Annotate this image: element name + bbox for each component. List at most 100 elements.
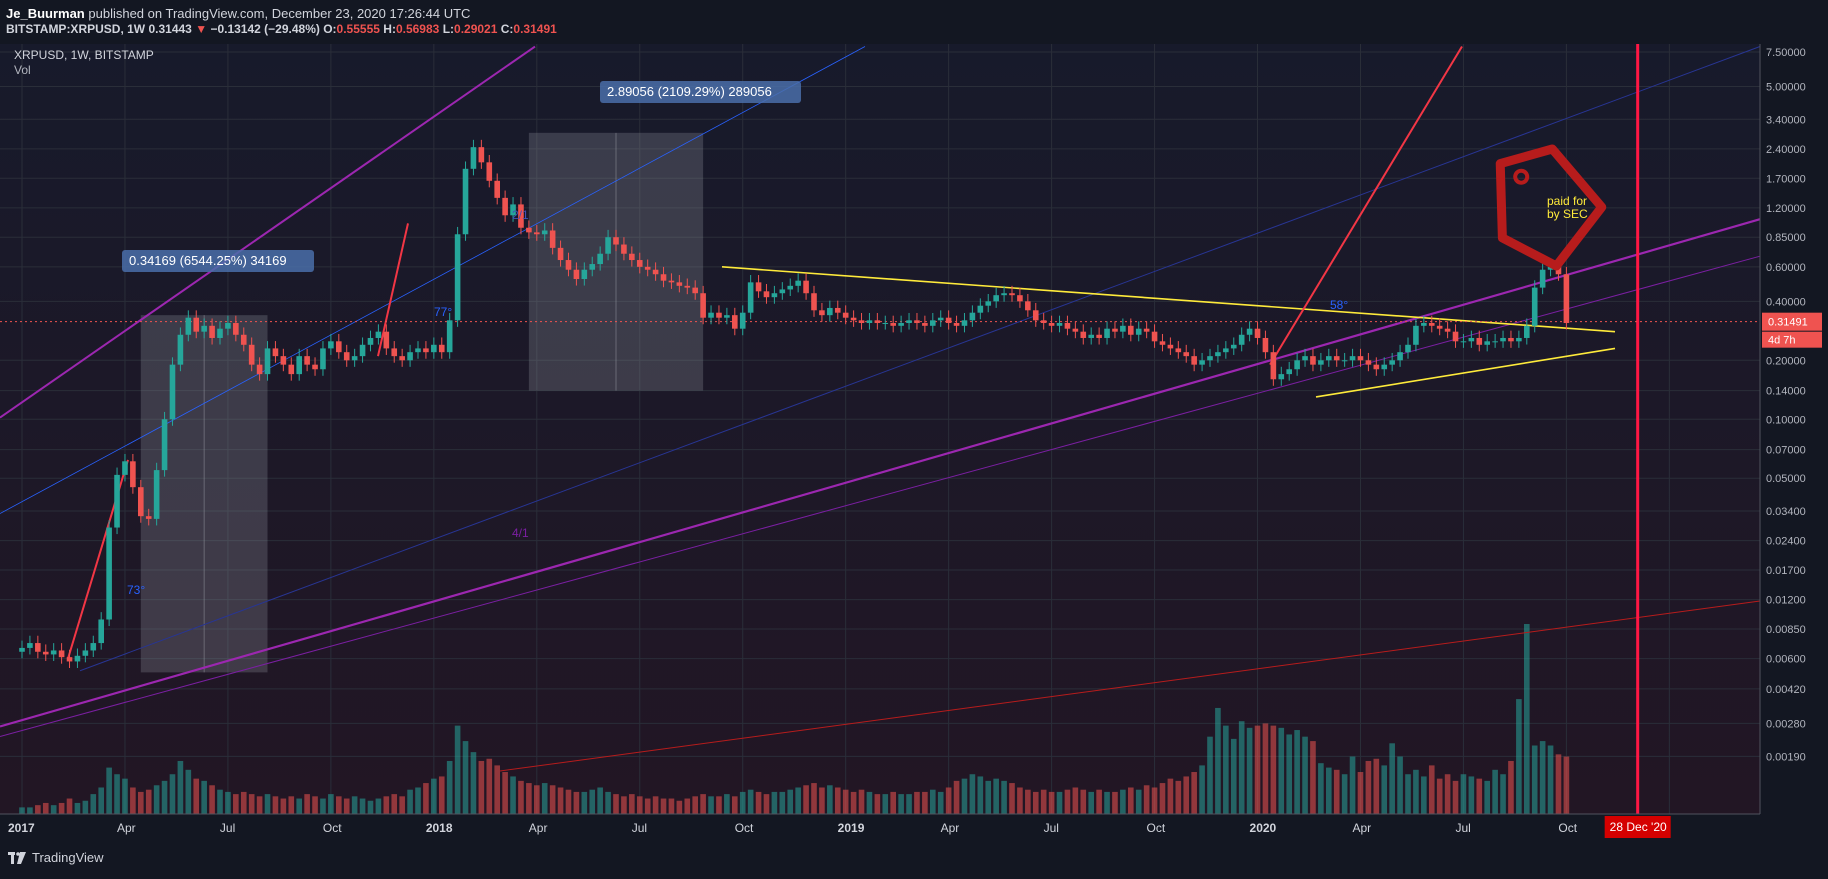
volume-bar bbox=[407, 789, 413, 814]
x-tick-label: Apr bbox=[1352, 821, 1371, 835]
volume-bar bbox=[526, 783, 532, 814]
volume-bar bbox=[1555, 754, 1562, 814]
candle-body bbox=[1215, 352, 1221, 357]
candle-body bbox=[652, 269, 659, 275]
candle-body bbox=[1048, 323, 1055, 326]
volume-bar bbox=[217, 789, 223, 814]
volume-bar bbox=[1452, 780, 1459, 814]
close-value: 0.31491 bbox=[513, 22, 557, 36]
candle-body bbox=[240, 334, 247, 345]
volume-bar bbox=[280, 798, 287, 814]
candle-body bbox=[1080, 331, 1087, 338]
volume-bar bbox=[1508, 760, 1514, 814]
candle-body bbox=[1516, 337, 1522, 342]
candle-body bbox=[1270, 352, 1277, 380]
candle-body bbox=[890, 323, 896, 326]
time-axis[interactable]: 2017 Apr Jul Oct 2018 Apr Jul Oct 2019 Apr Jul Oct 2… bbox=[0, 813, 1760, 838]
candle-body bbox=[1555, 266, 1562, 275]
candle-body bbox=[1508, 337, 1514, 342]
close-label: C: bbox=[500, 22, 514, 36]
candle-body bbox=[676, 282, 683, 286]
candle-body bbox=[1064, 323, 1071, 329]
candle-body bbox=[1349, 356, 1356, 361]
candle-body bbox=[1500, 337, 1506, 342]
candle-body bbox=[1341, 360, 1348, 362]
volume-bar bbox=[359, 798, 366, 814]
angle-label: 58° bbox=[1330, 298, 1348, 312]
candle-body bbox=[320, 348, 326, 370]
note-line: paid for bbox=[1547, 194, 1587, 208]
volume-bar bbox=[383, 796, 390, 814]
candle-body bbox=[629, 253, 635, 261]
tradingview-logo[interactable]: TradingView bbox=[8, 850, 104, 865]
candle-body bbox=[351, 356, 358, 361]
candle-body bbox=[1096, 334, 1102, 338]
candle-body bbox=[660, 274, 667, 281]
volume-bar bbox=[1040, 789, 1047, 814]
candle-body bbox=[1484, 341, 1490, 345]
volume-bar bbox=[985, 780, 992, 814]
candle-body bbox=[122, 461, 128, 475]
candle-body bbox=[106, 527, 112, 620]
price-chart[interactable]: 0.34169 (6544.25%) 34169 2.89056 (2109.29… bbox=[0, 44, 1828, 840]
legend-title: XRPUSD, 1W, BITSTAMP bbox=[14, 48, 154, 62]
candle-body bbox=[1246, 328, 1253, 335]
candle-body bbox=[922, 323, 928, 326]
brand-name: TradingView bbox=[32, 850, 104, 865]
candle-body bbox=[1223, 348, 1229, 353]
volume-bar bbox=[945, 787, 952, 814]
volume-bar bbox=[74, 802, 81, 814]
candle-body bbox=[82, 650, 89, 656]
candle-body bbox=[58, 650, 65, 658]
candle-body bbox=[74, 655, 81, 662]
candle-body bbox=[1428, 323, 1435, 326]
y-tick-label: 0.00600 bbox=[1766, 654, 1806, 666]
volume-bar bbox=[557, 787, 564, 814]
price-axis[interactable]: 7.50000 5.00000 3.40000 2.40000 1.70000 1.200… bbox=[1759, 44, 1822, 814]
volume-bar bbox=[1254, 725, 1261, 814]
volume-bar bbox=[930, 789, 936, 814]
volume-bar bbox=[1349, 756, 1356, 814]
candle-body bbox=[494, 180, 500, 198]
volume-bar bbox=[304, 794, 310, 814]
candle-body bbox=[478, 147, 485, 163]
candle-body bbox=[882, 323, 889, 325]
candle-body bbox=[589, 264, 596, 270]
volume-bar bbox=[882, 794, 889, 814]
x-tick-label: Oct bbox=[323, 821, 342, 835]
candle-body bbox=[526, 227, 532, 233]
volume-bar bbox=[518, 780, 524, 814]
volume-bar bbox=[1531, 745, 1538, 814]
candle-body bbox=[1381, 364, 1388, 370]
volume-bar bbox=[1326, 767, 1332, 814]
purple-channel-top bbox=[0, 45, 536, 419]
author-name[interactable]: Je_Buurman bbox=[6, 6, 85, 21]
red-impulse bbox=[377, 223, 409, 357]
candle-body bbox=[1310, 356, 1316, 365]
x-tick-label: Apr bbox=[529, 821, 548, 835]
volume-bar bbox=[312, 796, 318, 814]
volume-bar bbox=[914, 791, 920, 814]
publication-line: Je_Buurman published on TradingView.com,… bbox=[6, 6, 470, 21]
volume-bar bbox=[1484, 780, 1490, 814]
candle-body bbox=[771, 293, 778, 298]
candle-body bbox=[700, 293, 706, 318]
chart-header: Je_Buurman published on TradingView.com,… bbox=[0, 0, 1828, 44]
volume-bar bbox=[423, 783, 429, 814]
candle-body bbox=[201, 325, 207, 332]
candle-body bbox=[842, 312, 849, 318]
volume-bars bbox=[19, 624, 1570, 814]
red-impulse bbox=[1269, 45, 1463, 366]
volume-bar bbox=[795, 787, 801, 814]
candle-body bbox=[217, 328, 223, 338]
volume-bar bbox=[1341, 774, 1348, 814]
purple-channel-inner bbox=[0, 255, 1761, 737]
candle-body bbox=[288, 364, 295, 375]
y-tick-label: 0.02400 bbox=[1766, 536, 1806, 548]
candle-body bbox=[1318, 360, 1324, 365]
volume-bar bbox=[565, 789, 572, 814]
candle-body bbox=[621, 244, 627, 254]
date-marker-label: 28 Dec '20 bbox=[1610, 820, 1667, 834]
y-tick-label: 0.20000 bbox=[1766, 355, 1806, 367]
volume-bar bbox=[1436, 778, 1443, 814]
